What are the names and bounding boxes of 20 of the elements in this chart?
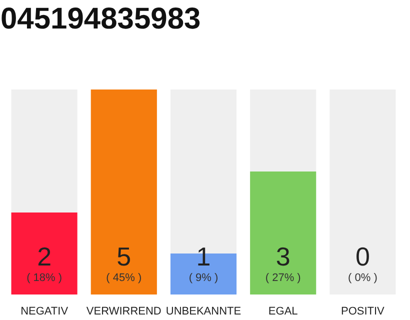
- data-label: 3: [276, 242, 290, 272]
- bar: [250, 172, 316, 294]
- annotation: ( 27% ): [265, 272, 301, 284]
- bar: [11, 90, 78, 212]
- x-tick-label: POSITIV: [341, 306, 386, 318]
- x-tick-label: EGAL: [268, 306, 298, 318]
- annotation: 0: [355, 242, 370, 272]
- data-label: 2: [37, 242, 52, 272]
- x-tick-label: UNBEKANNTE: [166, 306, 242, 318]
- bar: [11, 212, 78, 294]
- bar: [250, 90, 316, 172]
- annotation: ( 18% ): [26, 272, 62, 284]
- data-label: 5: [116, 242, 132, 272]
- annotation: ( 0% ): [348, 272, 378, 284]
- annotation: ( 45% ): [106, 272, 142, 284]
- annotation: ( 9% ): [188, 272, 218, 284]
- chart-title: 045194835983: [0, 2, 201, 36]
- x-tick-label: VERWIRREND: [86, 306, 162, 318]
- bar: [90, 90, 157, 294]
- x-tick-label: NEGATIV: [20, 306, 69, 318]
